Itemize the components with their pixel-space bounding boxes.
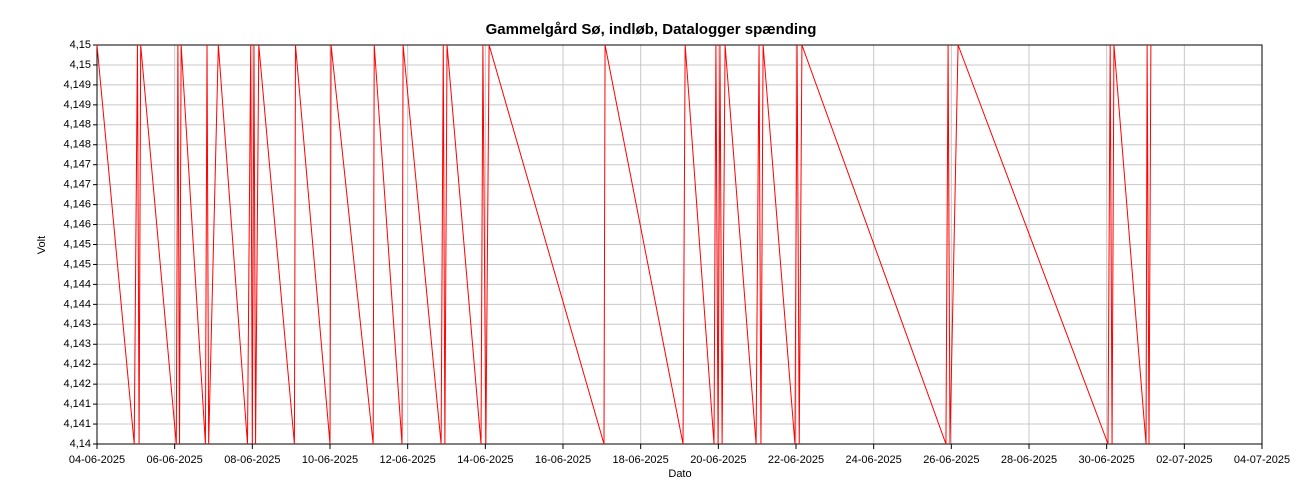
y-tick-label: 4,146: [63, 218, 91, 230]
x-tick-label: 06-06-2025: [147, 454, 203, 466]
x-tick-label: 28-06-2025: [1001, 454, 1057, 466]
x-tick-label: 20-06-2025: [690, 454, 746, 466]
x-tick-label: 14-06-2025: [457, 454, 513, 466]
x-tick-label: 26-06-2025: [923, 454, 979, 466]
plot-frame: [96, 44, 1263, 445]
y-tick-label: 4,14: [70, 438, 91, 450]
x-tick-label: 10-06-2025: [302, 454, 358, 466]
y-tick-label: 4,148: [63, 139, 91, 151]
chart-title: Gammelgård Sø, indløb, Datalogger spændi…: [486, 21, 817, 38]
y-tick-label: 4,145: [63, 238, 91, 250]
x-tick-label: 08-06-2025: [224, 454, 280, 466]
y-tick-label: 4,142: [63, 358, 91, 370]
y-tick-label: 4,149: [63, 99, 91, 111]
y-tick-label: 4,146: [63, 199, 91, 211]
y-tick-label: 4,144: [63, 298, 91, 310]
y-tick-label: 4,143: [63, 318, 91, 330]
y-tick-label: 4,15: [70, 39, 91, 51]
x-axis-label: Dato: [668, 468, 691, 480]
y-tick-label: 4,145: [63, 258, 91, 270]
y-tick-label: 4,141: [63, 418, 91, 430]
y-tick-label: 4,147: [63, 159, 91, 171]
y-tick-label: 4,143: [63, 338, 91, 350]
x-tick-label: 04-07-2025: [1234, 454, 1290, 466]
x-tick-label: 22-06-2025: [768, 454, 824, 466]
x-tick-label: 24-06-2025: [846, 454, 902, 466]
y-tick-label: 4,148: [63, 119, 91, 131]
x-tick-label: 04-06-2025: [69, 454, 125, 466]
y-tick-label: 4,144: [63, 278, 91, 290]
y-axis-label: Volt: [36, 236, 48, 254]
y-tick-label: 4,15: [70, 59, 91, 71]
y-tick-label: 4,141: [63, 398, 91, 410]
x-tick-label: 12-06-2025: [380, 454, 436, 466]
x-tick-label: 16-06-2025: [535, 454, 591, 466]
x-tick-label: 30-06-2025: [1079, 454, 1135, 466]
data-line: [96, 44, 1152, 445]
x-tick-label: 18-06-2025: [613, 454, 669, 466]
y-tick-label: 4,149: [63, 79, 91, 91]
y-tick-label: 4,142: [63, 378, 91, 390]
y-tick-label: 4,147: [63, 179, 91, 191]
x-tick-label: 02-07-2025: [1156, 454, 1212, 466]
